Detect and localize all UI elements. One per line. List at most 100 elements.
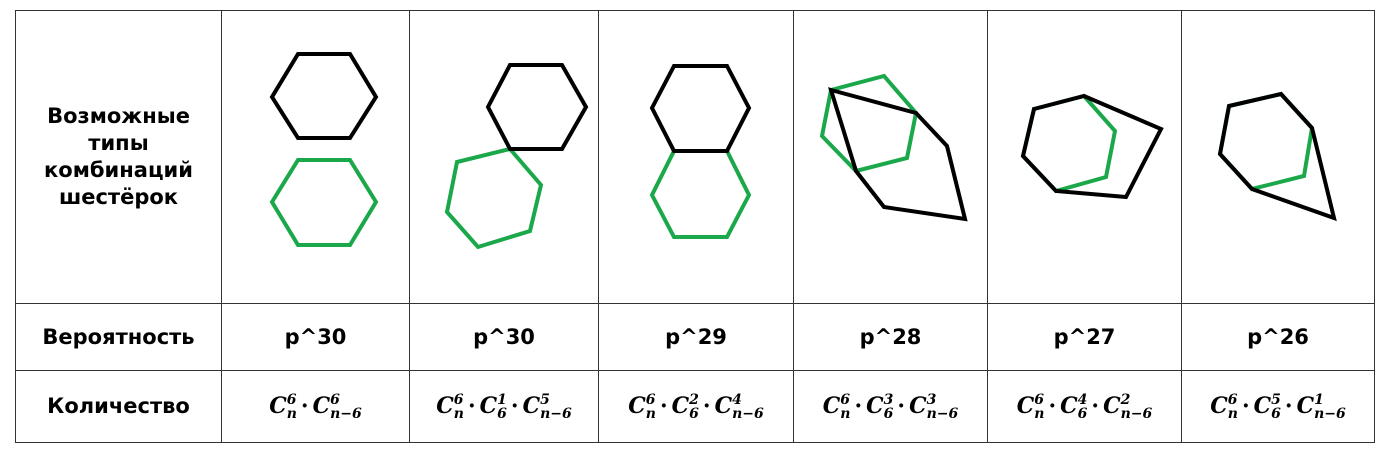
black-hexagon <box>485 63 589 151</box>
binomial-n: n <box>645 405 656 422</box>
binomial-k: 6 <box>286 391 297 408</box>
hexagon-pair-vertex <box>444 63 589 250</box>
black-hexagon <box>1217 91 1337 222</box>
types-label-line: шестёрок <box>58 185 179 209</box>
binomial-n: n <box>840 405 851 422</box>
binomial-symbol: C <box>1296 392 1315 419</box>
probability-value: p^30 <box>409 303 599 371</box>
binomial-symbol: C <box>1253 392 1272 419</box>
hexagon-pair-disjoint <box>269 52 379 247</box>
binomial-n: n <box>453 405 464 422</box>
count-formula: C 6 n · C 5 6 · C 1 n−6 <box>1181 370 1375 443</box>
binomial-n: n−6 <box>732 405 764 422</box>
binomial-k: 5 <box>540 391 550 408</box>
probability-label: Вероятность <box>15 303 222 371</box>
binomial-n: n−6 <box>926 405 959 422</box>
binomial-k: 2 <box>1120 391 1131 408</box>
green-hexagon <box>819 73 919 174</box>
binomial-symbol: C <box>312 392 331 419</box>
types-label-line: Возможные <box>47 104 190 128</box>
count-formula: C 6 n · C 3 6 · C 3 n−6 <box>793 370 988 443</box>
binomial-n: n <box>1034 405 1045 422</box>
binomial-symbol: C <box>436 392 454 419</box>
count-formula: C 6 n · C 1 6 · C 5 n−6 <box>409 370 599 443</box>
binomial-term: C 5 n−6 <box>523 393 572 421</box>
binomial-k: 6 <box>645 391 656 408</box>
multiply-dot: · <box>1048 392 1057 419</box>
multiply-dot: · <box>510 392 519 419</box>
count-formula: C 6 n · C 6 n−6 <box>221 370 410 443</box>
multiply-dot: · <box>897 392 906 419</box>
binomial-symbol: C <box>822 392 841 419</box>
binomial-symbol: C <box>522 392 541 419</box>
figure-cell-1 <box>221 10 410 304</box>
combinations-table: Возможные типы комбинаций шестёрок <box>15 10 1375 443</box>
binomial-term: C 6 n−6 <box>313 393 362 421</box>
binomial-k: 3 <box>926 391 937 408</box>
binomial-k: 1 <box>497 391 507 408</box>
multiply-dot: · <box>300 392 309 419</box>
multiply-dot: · <box>659 392 668 419</box>
binomial-term: C 4 n−6 <box>715 393 764 421</box>
green-hexagon <box>444 146 544 250</box>
count-row: Количество C 6 n · C 6 n−6 C 6 n · C 1 6 · C 5 n−6 C 6 n · C… <box>15 370 1375 443</box>
binomial-n: 6 <box>497 405 507 422</box>
types-row: Возможные типы комбинаций шестёрок <box>15 10 1375 304</box>
binomial-symbol: C <box>714 392 733 419</box>
green-hexagon <box>269 158 379 247</box>
binomial-n: n−6 <box>540 405 572 422</box>
black-hexagon <box>828 87 968 222</box>
multiply-dot: · <box>1091 392 1100 419</box>
probability-row: Вероятность p^30 p^30 p^29 p^28 p^27 p^2… <box>15 303 1375 371</box>
black-hexagon <box>269 52 379 140</box>
binomial-k: 6 <box>453 391 464 408</box>
binomial-symbol: C <box>671 392 690 419</box>
figure-cell-6 <box>1181 10 1375 304</box>
binomial-n: n <box>286 405 297 422</box>
binomial-n: n−6 <box>1120 405 1153 422</box>
count-label: Количество <box>15 370 222 443</box>
black-hexagon <box>1020 93 1164 200</box>
binomial-n: 6 <box>689 405 699 422</box>
binomial-symbol: C <box>628 392 646 419</box>
green-hexagon <box>1217 91 1315 192</box>
binomial-n: n <box>1227 405 1238 422</box>
count-formula: C 6 n · C 2 6 · C 4 n−6 <box>598 370 794 443</box>
probability-value: p^28 <box>793 303 988 371</box>
binomial-k: 3 <box>883 391 894 408</box>
binomial-symbol: C <box>1103 392 1121 419</box>
multiply-dot: · <box>1241 392 1250 419</box>
binomial-k: 6 <box>330 391 340 408</box>
binomial-k: 4 <box>732 391 742 408</box>
figure-cell-5 <box>987 10 1182 304</box>
binomial-symbol: C <box>1210 392 1228 419</box>
binomial-term: C 2 n−6 <box>1103 393 1152 421</box>
figure-cell-2 <box>409 10 599 304</box>
types-row-label: Возможные типы комбинаций шестёрок <box>15 10 222 304</box>
binomial-k: 5 <box>1271 391 1281 408</box>
binomial-k: 1 <box>1314 391 1324 408</box>
probability-value: p^29 <box>598 303 794 371</box>
binomial-k: 6 <box>1227 391 1238 408</box>
figure-cell-4 <box>793 10 988 304</box>
multiply-dot: · <box>1284 392 1293 419</box>
binomial-n: 6 <box>883 405 894 422</box>
binomial-symbol: C <box>1016 392 1035 419</box>
binomial-n: n−6 <box>1314 405 1346 422</box>
binomial-k: 6 <box>840 391 851 408</box>
binomial-k: 6 <box>1034 391 1045 408</box>
types-label-line: комбинаций <box>44 158 193 182</box>
multiply-dot: · <box>702 392 711 419</box>
multiply-dot: · <box>467 392 476 419</box>
multiply-dot: · <box>854 392 863 419</box>
binomial-n: n−6 <box>330 405 362 422</box>
count-formula: C 6 n · C 4 6 · C 2 n−6 <box>987 370 1182 443</box>
